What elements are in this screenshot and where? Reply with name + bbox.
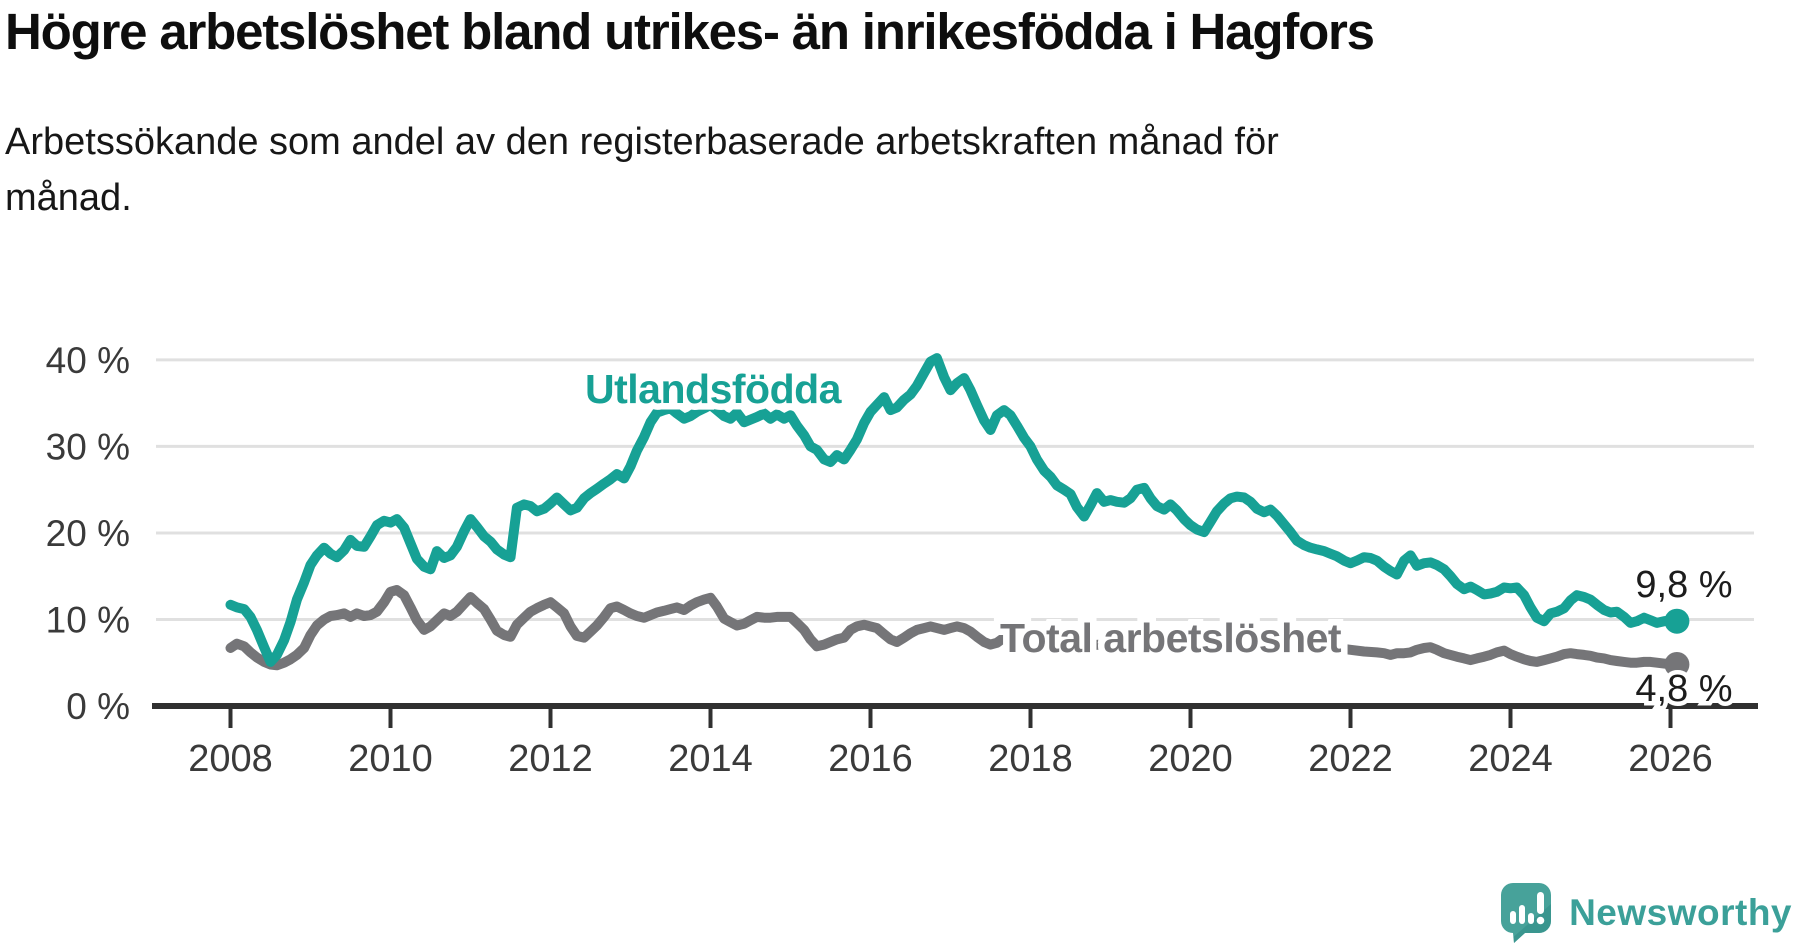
series-line-total-arbetsloshet (225, 585, 1682, 671)
series-end-dot-total-arbetsloshet (1664, 651, 1690, 677)
newsworthy-logo: Newsworthy (1499, 882, 1792, 944)
y-tick-label-0: 0 % (66, 686, 130, 727)
end-value-label-total-arbetsloshet: 4,8 % (1635, 668, 1732, 710)
newsworthy-wordmark: Newsworthy (1569, 892, 1792, 933)
page-title: Högre arbetslöshet bland utrikes- än inr… (5, 3, 1375, 60)
page-subtitle: Arbetssökande som andel av den registerb… (5, 121, 1279, 219)
y-tick-label-10: 10 % (46, 599, 130, 640)
series-label-total-arbetsloshet: Total arbetslöshet (1000, 615, 1342, 661)
x-tick-label-2016: 2016 (828, 738, 913, 780)
x-tick-label-2012: 2012 (508, 738, 593, 780)
x-tick-label-2022: 2022 (1308, 738, 1393, 780)
x-tick-label-2008: 2008 (188, 738, 273, 780)
y-tick-label-40: 40 % (46, 340, 130, 381)
x-tick-label-2020: 2020 (1148, 738, 1233, 780)
y-tick-label-30: 30 % (46, 426, 130, 467)
newsworthy-speech-bubble-bar-chart-icon (1501, 883, 1552, 943)
y-tick-label-20: 20 % (46, 513, 130, 554)
x-tick-label-2010: 2010 (348, 738, 433, 780)
series-end-dot-utlandsfodda (1664, 608, 1690, 634)
series-label-utlandsfodda: Utlandsfödda (585, 366, 843, 412)
end-value-label-utlandsfodda: 9,8 % (1635, 564, 1732, 606)
x-tick-label-2026: 2026 (1628, 738, 1713, 780)
x-tick-label-2014: 2014 (668, 738, 753, 780)
series-line-utlandsfodda (225, 353, 1682, 667)
x-tick-label-2018: 2018 (988, 738, 1073, 780)
x-tick-label-2024: 2024 (1468, 738, 1553, 780)
